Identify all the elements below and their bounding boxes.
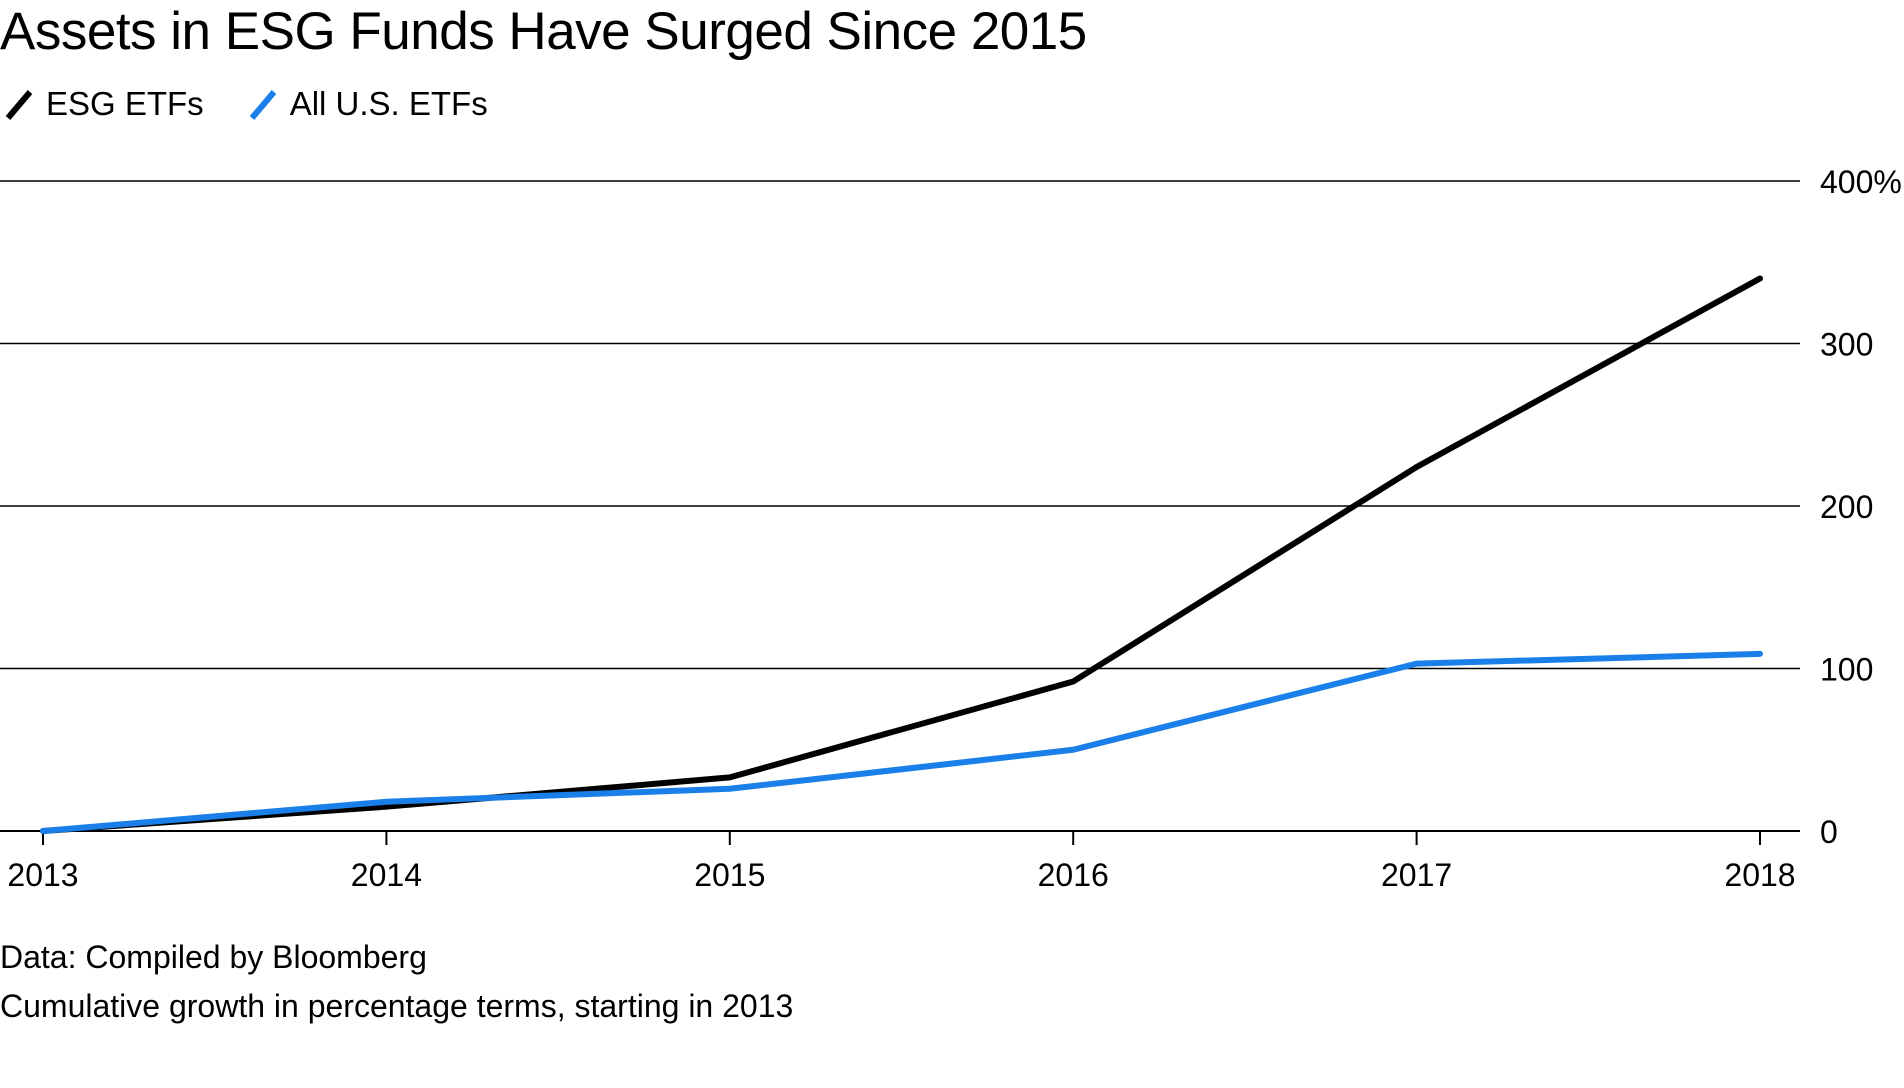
legend-swatch-esg <box>5 90 33 120</box>
y-tick-label: 300 <box>1820 327 1873 363</box>
line-chart: 0 100 200 300 400% 2013 2014 2015 2016 2017 2018 <box>0 150 1904 910</box>
y-tick-label: 200 <box>1820 489 1873 525</box>
x-tick-label: 2014 <box>351 857 422 893</box>
x-tick-label: 2013 <box>7 857 78 893</box>
y-tick-label: 100 <box>1820 652 1873 688</box>
x-tick-label: 2017 <box>1381 857 1452 893</box>
series-line-all-us-etfs <box>40 650 1763 834</box>
legend-swatch-all-us <box>249 90 276 120</box>
x-tick-label: 2016 <box>1038 857 1109 893</box>
legend-item-esg: ESG ETFs <box>0 82 204 126</box>
x-tick-label: 2015 <box>694 857 765 893</box>
chart-note: Cumulative growth in percentage terms, s… <box>0 988 794 1024</box>
y-tick-label: 400% <box>1820 164 1902 200</box>
y-tick-label: 0 <box>1820 814 1838 850</box>
x-tick-label: 2018 <box>1724 857 1795 893</box>
series-line-esg-etfs <box>40 275 1763 834</box>
legend-label-esg: ESG ETFs <box>46 85 204 122</box>
legend: ESG ETFs All U.S. ETFs <box>0 82 528 126</box>
chart-title: Assets in ESG Funds Have Surged Since 20… <box>0 2 1087 61</box>
legend-item-all-us: All U.S. ETFs <box>244 82 488 126</box>
source-note: Data: Compiled by Bloomberg <box>0 939 427 975</box>
legend-label-all-us: All U.S. ETFs <box>289 85 488 122</box>
chart-canvas: 0 100 200 300 400% 2013 2014 2015 2016 2017 2018 <box>0 164 1902 893</box>
